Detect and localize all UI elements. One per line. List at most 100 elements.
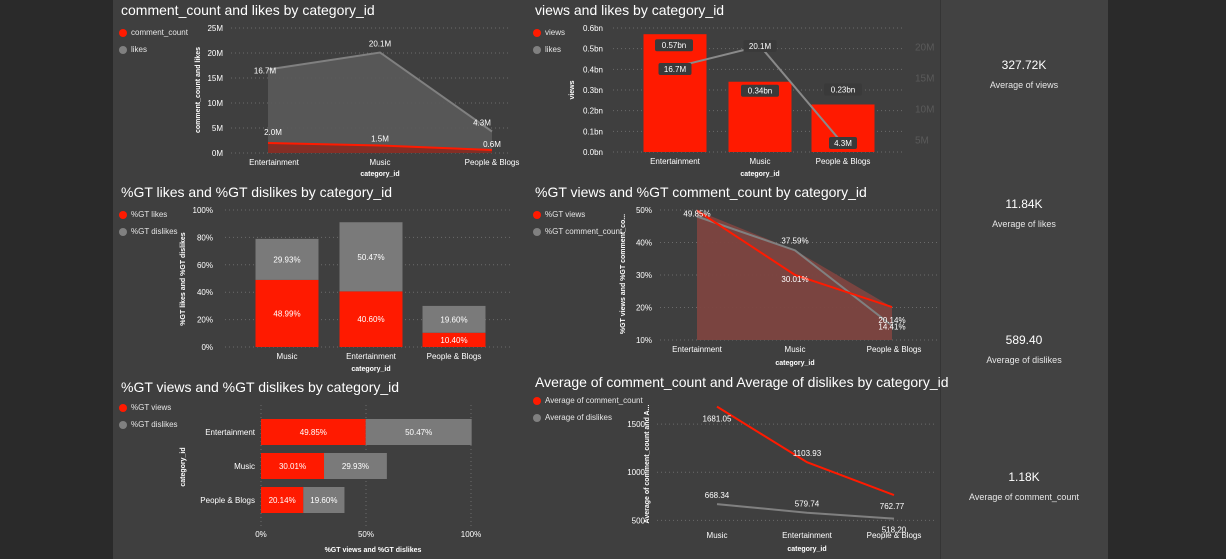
y-tick-label: 0M [212,149,223,158]
gt-comment-count-line [696,215,893,327]
chart-legend[interactable]: Average of comment_count Average of disl… [533,392,643,426]
legend-item-gt-dislikes[interactable]: %GT dislikes [119,416,178,433]
x-tick-label: Entertainment [249,158,300,167]
legend-item-gt-views[interactable]: %GT views [533,206,622,223]
panel-title: %GT likes and %GT dislikes by category_i… [121,184,393,200]
legend-label: %GT likes [131,210,168,219]
panel-title: views and likes by category_id [535,2,725,18]
panel-views-likes[interactable]: views and likes by category_id views lik… [527,0,939,180]
y2-tick-label: 10M [915,105,934,116]
y-tick-label: Entertainment [205,428,256,437]
legend-item-likes[interactable]: likes [533,41,565,58]
x-axis-title: category_id [775,360,814,367]
panel-comment-likes[interactable]: comment_count and likes by category_id c… [113,0,521,180]
x-tick-label: Entertainment [672,345,723,354]
kpi-label: Average of dislikes [986,355,1062,365]
y2-tick-label: 20M [915,43,934,54]
x-tick-label: People & Blogs [816,157,871,166]
legend-item-views[interactable]: views [533,24,565,41]
chart-legend[interactable]: views likes [533,24,565,58]
comment-count-data-label: 0.6M [483,140,501,149]
y-tick-label: 15M [207,74,223,83]
legend-item-avg-comment-count[interactable]: Average of comment_count [533,392,643,409]
gt-views-data-label: 20.14% [269,496,296,505]
kpi-card-avg-comment-count[interactable]: 1.18K Average of comment_count [940,470,1108,502]
y-tick-label: 5M [212,124,223,133]
y-tick-label: 20% [197,316,213,325]
comment-count-data-label: 1.5M [371,135,389,144]
panel-gt-views-comment-count[interactable]: %GT views and %GT comment_count by categ… [527,182,939,372]
chart-legend[interactable]: %GT views %GT dislikes [119,399,178,433]
gt-dislikes-bar [339,222,403,292]
x-axis-title: category_id [740,171,779,178]
y-tick-label: 80% [197,233,213,242]
kpi-value: 1.18K [1008,470,1040,484]
panel-avg-comment-dislikes[interactable]: Average of comment_count and Average of … [527,372,949,559]
legend-item-comment-count[interactable]: comment_count [119,24,188,41]
gt-dislikes-bar [255,238,319,280]
views-data-label: 0.57bn [662,41,686,50]
comment-count-data-label: 2.0M [264,128,282,137]
legend-item-gt-likes[interactable]: %GT likes [119,206,178,223]
avg-comment-count-data-label: 762.77 [880,502,905,511]
panel-gt-likes-dislikes[interactable]: %GT likes and %GT dislikes by category_i… [113,182,521,377]
gt-views-bar [261,487,304,513]
avg-dislikes-line [716,503,895,520]
legend-item-gt-comment-count[interactable]: %GT comment_count [533,223,622,240]
kpi-card-avg-likes[interactable]: 11.84K Average of likes [940,197,1108,229]
kpi-label: Average of likes [992,219,1056,229]
gt-dislikes-bar [303,487,345,513]
legend-item-gt-views[interactable]: %GT views [119,399,178,416]
y-tick-label: 0.1bn [583,127,603,136]
y-axis-title: views [569,80,576,99]
gt-dislikes-data-label: 29.93% [273,255,300,264]
legend-item-avg-dislikes[interactable]: Average of dislikes [533,409,643,426]
y-tick-label: 1500 [627,420,645,429]
likes-data-label-bg [829,136,857,149]
chart-legend[interactable]: %GT likes %GT dislikes [119,206,178,240]
y-tick-label: 0.5bn [583,45,603,54]
y-axis-title: %GT likes and %GT dislikes [180,232,187,325]
right-margin-pane [1108,0,1226,559]
gt-dislikes-bar [365,419,472,445]
legend-swatch [119,420,127,429]
legend-swatch [533,227,541,236]
gt-views-data-label: 30.01% [781,275,808,284]
panel-gt-views-dislikes[interactable]: %GT views and %GT dislikes by category_i… [113,377,521,559]
chart-legend[interactable]: %GT views %GT comment_count [533,206,622,240]
x-tick-label: 100% [461,530,481,539]
legend-label: Average of dislikes [545,413,612,422]
y-tick-label: 20M [207,49,223,58]
x-tick-label: 0% [255,530,267,539]
likes-data-label: 4.3M [834,139,852,148]
kpi-label: Average of views [989,80,1059,90]
likes-line [267,51,493,133]
x-axis-title: category_id [360,171,399,178]
x-tick-label: People & Blogs [427,352,482,361]
y2-tick-label: 5M [915,136,929,147]
panel-title: Average of comment_count and Average of … [535,374,949,390]
legend-item-gt-dislikes[interactable]: %GT dislikes [119,223,178,240]
y-tick-label: 0.0bn [583,148,603,157]
kpi-card-avg-views[interactable]: 327.72K Average of views [940,58,1108,90]
kpi-card-avg-dislikes[interactable]: 589.40 Average of dislikes [940,333,1108,365]
gt-dislikes-data-label: 19.60% [440,315,467,324]
x-tick-label: 50% [358,530,374,539]
chart-legend[interactable]: comment_count likes [119,24,188,58]
y-tick-label: 0.4bn [583,65,603,74]
y-axis-title: comment_count and likes [195,47,202,133]
gt-dislikes-data-label: 50.47% [405,428,432,437]
y-tick-label: 100% [193,206,213,215]
chart-svg: 0.0bn 0.1bn 0.2bn 0.3bn 0.4bn 0.5bn 0.6bn 5M 10M… [569,24,934,178]
views-data-label-bg [655,39,693,52]
legend-label: comment_count [131,28,188,37]
panel-title: comment_count and likes by category_id [121,2,375,18]
avg-comment-count-line [716,405,895,497]
legend-label: likes [131,45,148,54]
legend-item-likes[interactable]: likes [119,41,188,58]
gt-dislikes-data-label: 29.93% [342,462,369,471]
gt-likes-bar [339,291,403,347]
gt-likes-bar [255,279,319,347]
y2-tick-label: 15M [915,74,934,85]
y-axis-title: Average of comment_count and A... [644,404,651,523]
